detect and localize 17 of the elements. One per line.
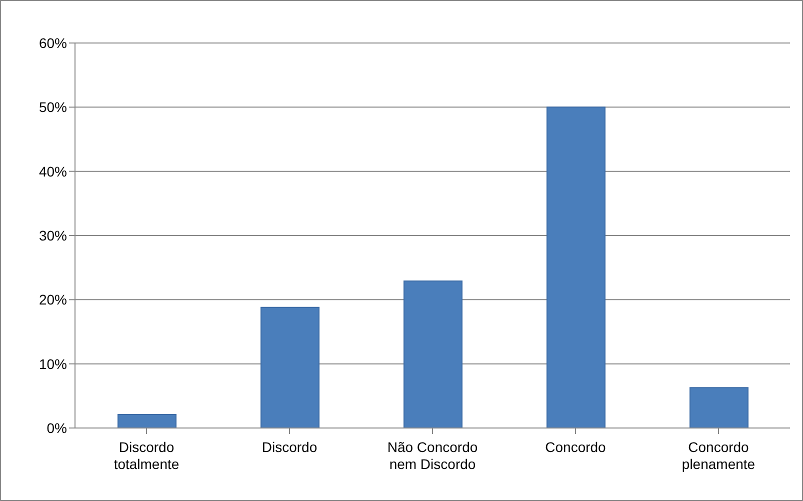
bar bbox=[260, 306, 320, 428]
x-tick-label: Concordo plenamente bbox=[682, 439, 756, 472]
y-tick-label: 50% bbox=[38, 99, 67, 116]
y-tick-label: 60% bbox=[38, 34, 67, 51]
x-tick-label: Não Concordo nem Discordo bbox=[387, 439, 478, 472]
y-tick-label: 0% bbox=[46, 420, 67, 436]
bar bbox=[690, 387, 748, 428]
y-tick-label: 40% bbox=[38, 163, 67, 180]
bar bbox=[546, 106, 606, 428]
bar bbox=[118, 414, 176, 428]
y-tick-label: 10% bbox=[38, 356, 67, 372]
x-tick-label: Concordo bbox=[545, 439, 606, 455]
y-tick-label: 30% bbox=[38, 227, 67, 244]
bar bbox=[404, 280, 462, 428]
x-tick-label: Discordo totalmente bbox=[114, 439, 180, 472]
y-tick-label: 20% bbox=[38, 292, 67, 308]
x-tick-label: Discordo bbox=[262, 439, 318, 455]
